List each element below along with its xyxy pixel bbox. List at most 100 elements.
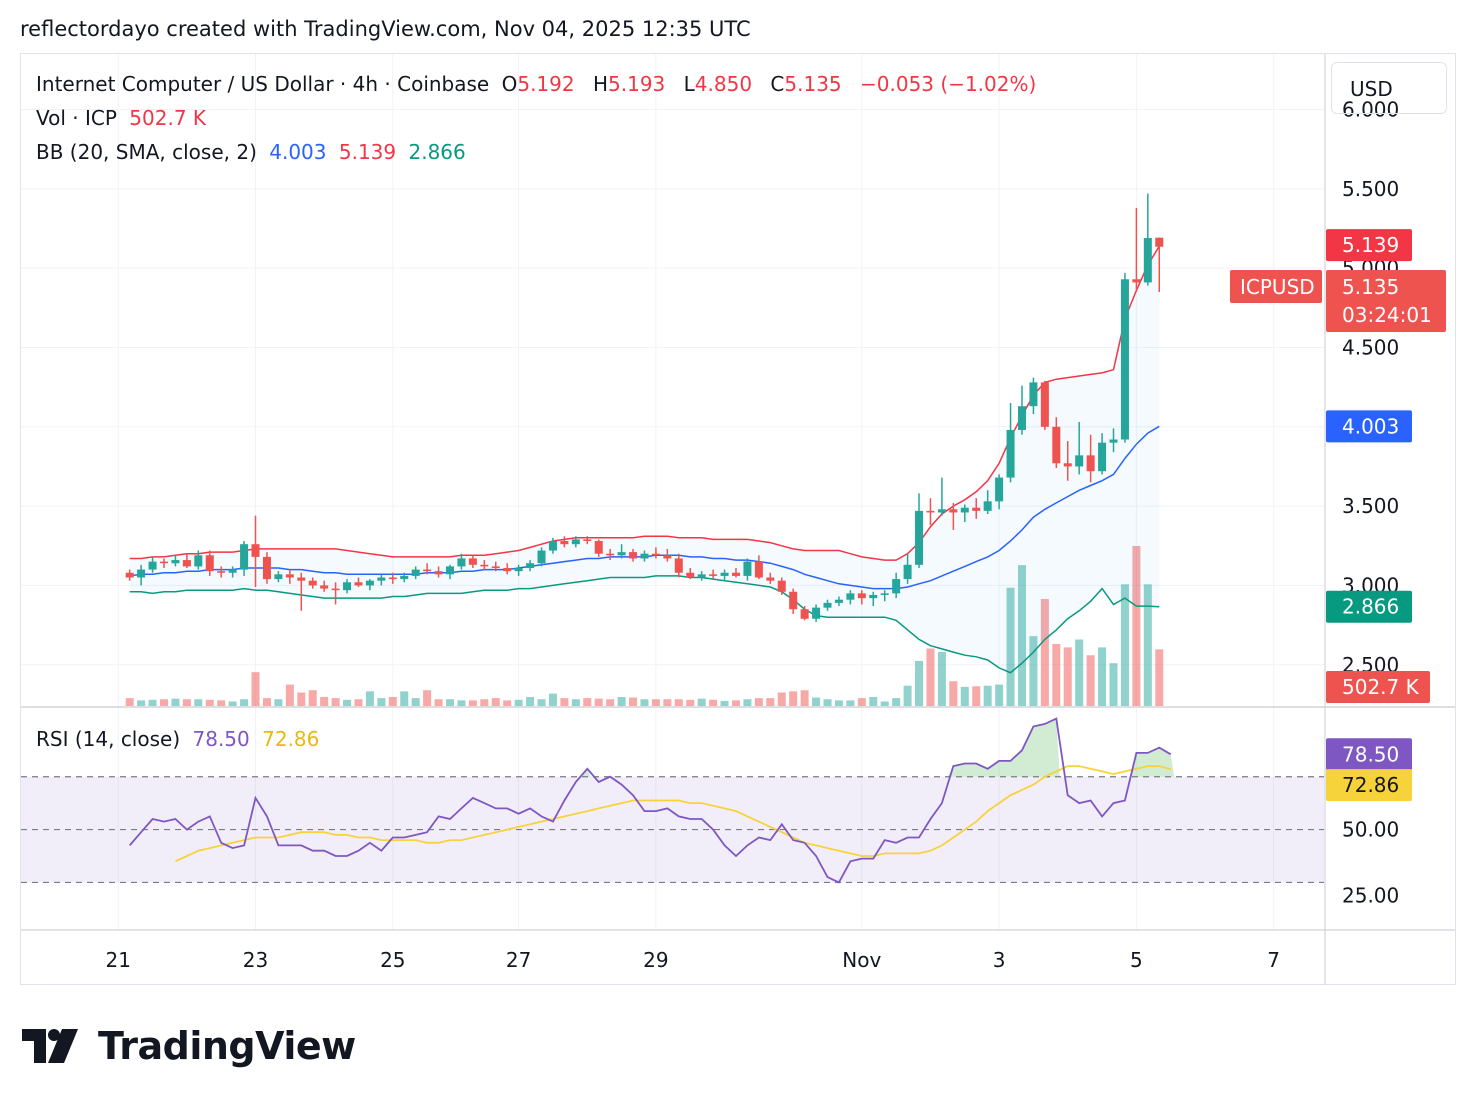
candle bbox=[880, 593, 889, 595]
volume-bar bbox=[720, 700, 729, 706]
candle bbox=[995, 477, 1004, 502]
volume-bar bbox=[663, 699, 672, 706]
volume-bar bbox=[1098, 647, 1107, 706]
candle bbox=[560, 541, 569, 545]
volume-bar bbox=[194, 699, 203, 706]
volume-bar bbox=[766, 698, 775, 706]
candle bbox=[423, 569, 432, 572]
bb-basis-price-label: 4.003 bbox=[1342, 414, 1399, 438]
x-tick-label: 3 bbox=[993, 948, 1006, 972]
candle bbox=[491, 566, 500, 568]
volume-bar bbox=[640, 699, 649, 706]
volume-label-bg bbox=[1326, 671, 1430, 703]
candle bbox=[731, 572, 740, 576]
bb-basis-price-label-bg bbox=[1326, 410, 1412, 443]
bb-upper-price-label: 5.139 bbox=[1342, 233, 1399, 257]
bollinger-bands bbox=[129, 245, 1160, 674]
candle bbox=[182, 560, 191, 567]
candle bbox=[148, 561, 157, 570]
high-label: H bbox=[592, 72, 609, 96]
volume-bar bbox=[537, 699, 546, 706]
volume-bar bbox=[388, 696, 397, 706]
x-tick-label: 7 bbox=[1267, 948, 1280, 972]
volume-bars bbox=[125, 546, 1164, 706]
volume-bar bbox=[709, 699, 718, 706]
candle bbox=[926, 510, 935, 513]
rsi-label: RSI (14, close) bbox=[36, 727, 181, 751]
volume-bar bbox=[846, 700, 855, 706]
volume-bar bbox=[148, 699, 157, 706]
candle bbox=[789, 591, 798, 610]
volume-bar bbox=[1052, 644, 1061, 706]
volume-bar bbox=[743, 699, 752, 706]
candle bbox=[800, 609, 809, 619]
candle bbox=[1098, 442, 1107, 472]
candle bbox=[217, 571, 226, 573]
bb-label: BB (20, SMA, close, 2) bbox=[36, 140, 257, 164]
change-value: −0.053 (−1.02%) bbox=[860, 72, 1037, 96]
rsi-line bbox=[129, 717, 1172, 884]
volume-bar bbox=[240, 699, 249, 706]
tradingview-logo[interactable]: TradingView bbox=[22, 1024, 356, 1068]
candle bbox=[354, 582, 363, 586]
bb-upper-price-label-bg bbox=[1326, 229, 1412, 262]
rsi-value: 78.50 bbox=[192, 727, 250, 751]
candle bbox=[468, 558, 477, 565]
x-tick-label: Nov bbox=[842, 948, 881, 972]
price-axis-labels: 5.139 5.135 03:24:01 ICPUSD 4.003 2.866 502.7 … bbox=[1230, 229, 1446, 802]
volume-bar bbox=[915, 660, 924, 706]
candle bbox=[159, 561, 169, 564]
candle bbox=[583, 539, 592, 542]
rsi-legend[interactable]: RSI (14, close) 78.50 72.86 bbox=[36, 727, 325, 751]
volume-bar bbox=[880, 701, 889, 706]
bb-legend[interactable]: BB (20, SMA, close, 2) 4.003 5.139 2.866 bbox=[36, 140, 472, 164]
rsi-price-label: 78.50 bbox=[1342, 742, 1399, 766]
candle bbox=[1075, 455, 1084, 467]
currency-button[interactable]: USD bbox=[1331, 62, 1447, 114]
volume-bar bbox=[789, 691, 798, 706]
volume-bar bbox=[526, 696, 535, 706]
candle bbox=[674, 558, 683, 573]
volume-bar bbox=[251, 672, 260, 706]
volume-bar bbox=[1063, 647, 1072, 706]
low-label: L bbox=[683, 72, 695, 96]
volume-bar bbox=[960, 686, 969, 706]
volume-bar bbox=[697, 698, 706, 706]
symbol-legend[interactable]: Internet Computer / US Dollar · 4h · Coi… bbox=[36, 72, 1042, 96]
rsi-ma-price-label-bg bbox=[1326, 769, 1412, 802]
candle bbox=[548, 541, 557, 551]
candle bbox=[526, 563, 535, 568]
volume-bar bbox=[834, 700, 843, 706]
x-tick-label: 25 bbox=[380, 948, 405, 972]
y-tick-label: 4.500 bbox=[1342, 335, 1399, 359]
candle bbox=[480, 564, 489, 567]
volume-bar bbox=[308, 690, 317, 706]
volume-bar bbox=[937, 651, 946, 706]
x-tick-label: 27 bbox=[506, 948, 531, 972]
volume-bar bbox=[594, 698, 603, 706]
volume-bar bbox=[423, 690, 432, 706]
candle bbox=[388, 577, 397, 580]
volume-bar bbox=[1075, 639, 1084, 706]
open-label: O bbox=[501, 72, 518, 96]
volume-bar bbox=[434, 699, 443, 706]
low-value: 4.850 bbox=[694, 72, 753, 96]
candle bbox=[1155, 237, 1164, 247]
volume-bar bbox=[812, 697, 821, 706]
volume-bar bbox=[285, 684, 294, 706]
volume-bar bbox=[651, 699, 660, 706]
candle bbox=[365, 580, 374, 586]
volume-bar bbox=[468, 700, 477, 706]
candle bbox=[834, 599, 843, 603]
candle bbox=[709, 574, 718, 576]
candle bbox=[377, 577, 386, 581]
candle bbox=[697, 574, 706, 578]
volume-bar bbox=[674, 699, 683, 706]
volume-legend[interactable]: Vol · ICP 502.7 K bbox=[36, 106, 212, 130]
rsi-ma-line bbox=[175, 765, 1171, 863]
candle bbox=[171, 560, 180, 564]
candle bbox=[400, 575, 409, 580]
volume-bar bbox=[365, 691, 374, 706]
rsi-tick-label: 50.00 bbox=[1342, 818, 1399, 842]
